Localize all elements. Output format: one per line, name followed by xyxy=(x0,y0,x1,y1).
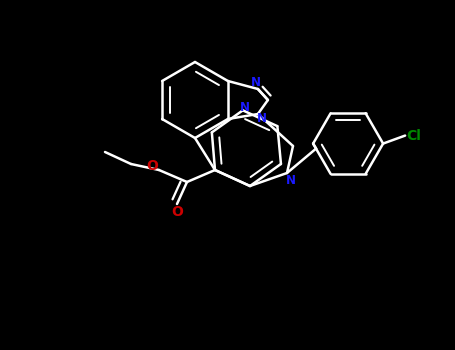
Text: N: N xyxy=(251,77,261,90)
Text: O: O xyxy=(146,159,158,173)
Text: O: O xyxy=(171,205,183,219)
Text: N: N xyxy=(286,175,296,188)
Text: Cl: Cl xyxy=(407,128,421,142)
Text: N: N xyxy=(240,101,250,114)
Text: N: N xyxy=(257,112,267,125)
